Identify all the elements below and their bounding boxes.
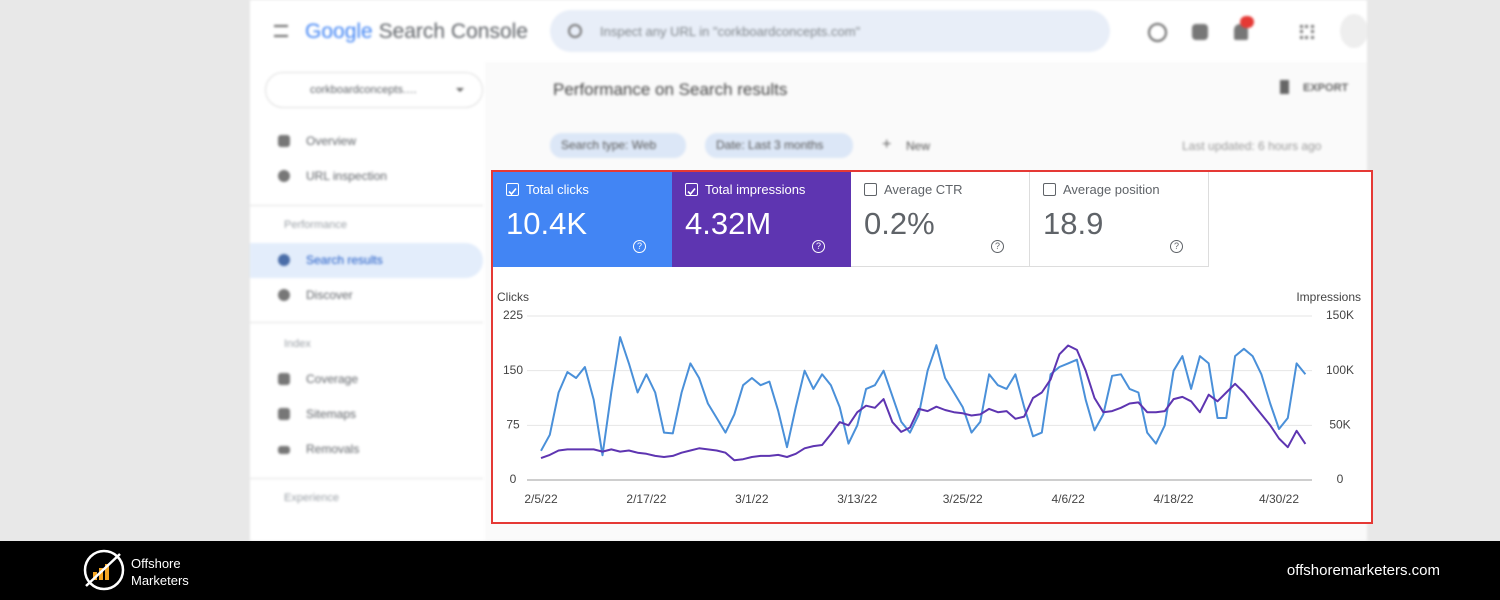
footer-url: offshoremarketers.com [1286, 562, 1440, 579]
search-placeholder: Inspect any URL in "corkboardconcepts.co… [600, 24, 861, 39]
add-icon: + [882, 136, 892, 153]
nav-section[interactable]: Performance [284, 219, 347, 231]
x-tick-label: 4/6/22 [1051, 492, 1085, 506]
nav-section[interactable]: Index [284, 338, 311, 350]
checkbox[interactable] [864, 183, 877, 196]
logo: Google Search Console [305, 20, 528, 44]
search-box[interactable]: Inspect any URL in "corkboardconcepts.co… [550, 10, 1110, 52]
x-tick-label: 3/25/22 [943, 492, 983, 506]
metric-value: 0.2% [864, 206, 935, 241]
x-tick-label: 4/30/22 [1259, 492, 1299, 506]
x-tick-label: 3/1/22 [735, 492, 769, 506]
footer-brand: Offshore Marketers [131, 555, 189, 589]
x-tick-label: 4/18/22 [1154, 492, 1194, 506]
series-line [540, 336, 1307, 457]
page-title: Performance on Search results [553, 80, 788, 99]
dropdown-arrow [456, 88, 464, 96]
brand-line: Marketers [131, 573, 189, 588]
metric-label: Average position [1063, 182, 1160, 197]
y-axis-label: Clicks [497, 290, 529, 304]
footer-logo [83, 549, 125, 591]
y-tick-label: 75 [506, 418, 520, 432]
check-mark [687, 187, 696, 196]
metric-card[interactable]: Average CTR 0.2%? [851, 172, 1030, 267]
nav-icon [278, 289, 290, 301]
metric-card[interactable]: Total clicks 10.4K? [493, 172, 672, 267]
metric-card[interactable]: Total impressions 4.32M? [672, 172, 851, 267]
bell-icon[interactable] [1234, 24, 1248, 40]
metric-value: 10.4K [506, 206, 588, 241]
nav-icon [278, 408, 290, 420]
checkbox[interactable] [506, 183, 519, 196]
menu-icon[interactable] [274, 25, 288, 37]
x-tick-label: 2/5/22 [524, 492, 558, 506]
metric-label: Total impressions [705, 182, 806, 197]
nav-item[interactable]: Removals [306, 442, 360, 456]
nav-icon [278, 446, 290, 454]
last-updated: Last updated: 6 hours ago [1182, 139, 1322, 153]
y2-tick-label: 0 [1337, 472, 1344, 486]
y2-tick-label: 150K [1326, 308, 1354, 322]
notification-badge [1240, 16, 1254, 28]
help-icon[interactable] [1148, 23, 1167, 42]
nav-icon [278, 170, 290, 182]
nav-section[interactable]: Experience [284, 492, 340, 504]
help-icon[interactable]: ? [812, 240, 825, 253]
checkbox[interactable] [685, 183, 698, 196]
divider [250, 478, 483, 479]
x-tick-label: 3/13/22 [837, 492, 877, 506]
nav-icon [278, 254, 290, 266]
footer-bar [0, 541, 1500, 600]
avatar[interactable] [1340, 14, 1367, 48]
export-icon [1280, 80, 1289, 94]
nav-icon [278, 373, 290, 385]
metric-value: 4.32M [685, 206, 772, 241]
divider [250, 205, 483, 206]
users-icon[interactable] [1192, 24, 1208, 40]
metric-card[interactable]: Average position 18.9? [1030, 172, 1209, 267]
nav-item[interactable]: Discover [306, 288, 353, 302]
nav-item[interactable]: Sitemaps [306, 407, 357, 421]
help-icon[interactable]: ? [991, 240, 1004, 253]
search-icon [568, 24, 582, 38]
x-tick-label: 2/17/22 [626, 492, 666, 506]
logo-google: Google [305, 20, 373, 43]
nav-item[interactable]: Coverage [306, 372, 359, 386]
y2-tick-label: 100K [1326, 363, 1354, 377]
y-tick-label: 0 [510, 472, 517, 486]
y2-tick-label: 50K [1329, 418, 1350, 432]
nav-item[interactable]: URL inspection [306, 169, 387, 183]
nav-item[interactable]: Search results [306, 253, 383, 267]
metric-value: 18.9 [1043, 206, 1104, 241]
apps-icon[interactable] [1300, 25, 1314, 39]
metric-label: Total clicks [526, 182, 589, 197]
divider [250, 322, 483, 323]
nav-icon [278, 135, 290, 147]
check-mark [508, 187, 517, 196]
series-line [540, 344, 1307, 462]
property-name: corkboardconcepts.… [310, 84, 417, 96]
metric-label: Average CTR [884, 182, 963, 197]
y2-axis-label: Impressions [1296, 290, 1361, 304]
help-icon[interactable]: ? [633, 240, 646, 253]
nav-item[interactable]: Overview [306, 134, 357, 148]
filter-chip[interactable]: Search type: Web [550, 133, 687, 158]
brand-line: Offshore [131, 556, 181, 571]
new-filter[interactable]: New [906, 139, 931, 153]
export-button[interactable]: EXPORT [1303, 82, 1349, 94]
help-icon[interactable]: ? [1170, 240, 1183, 253]
filter-chip[interactable]: Date: Last 3 months [705, 133, 854, 158]
checkbox[interactable] [1043, 183, 1056, 196]
logo-product: Search Console [378, 20, 528, 43]
y-tick-label: 150 [503, 363, 523, 377]
y-tick-label: 225 [503, 308, 523, 322]
property-selector[interactable]: corkboardconcepts.… [265, 72, 483, 108]
